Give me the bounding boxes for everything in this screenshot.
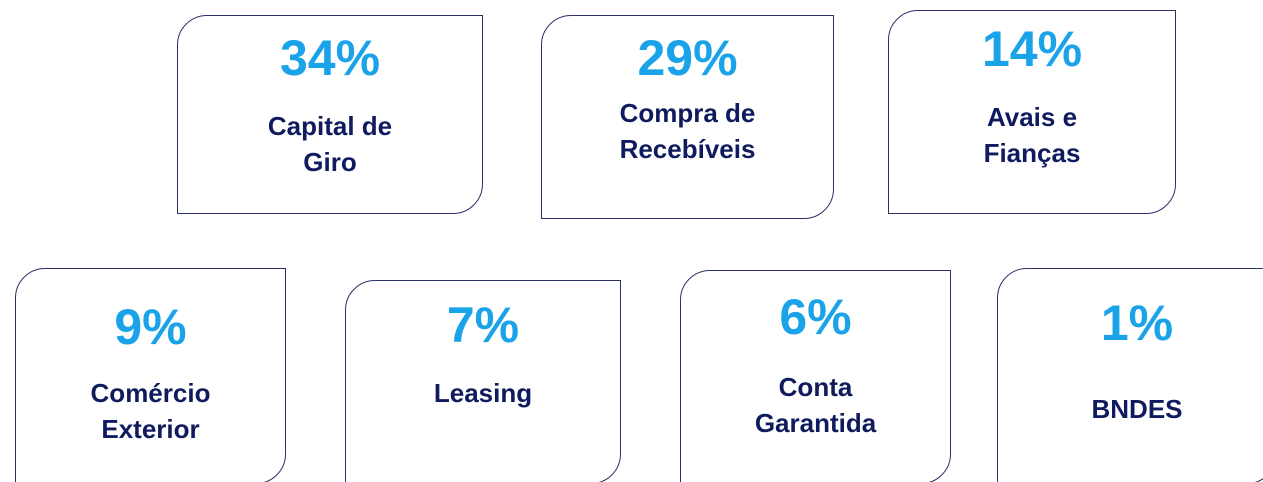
card: 1% BNDES — [997, 268, 1263, 482]
card-label: Avais e Fianças — [983, 102, 1081, 168]
card: 14% Avais e Fianças — [888, 10, 1176, 214]
card-value: 7% — [446, 297, 520, 353]
card-value: 29% — [637, 30, 738, 86]
card-value: 34% — [279, 30, 381, 86]
card: 6% Conta Garantida — [680, 270, 951, 482]
card: 34% Capital de Giro — [177, 15, 483, 214]
card-value: 1% — [1100, 295, 1174, 351]
card-value: 6% — [779, 289, 852, 345]
card-label: Capital de Giro — [267, 111, 393, 177]
card: 29% Compra de Recebíveis — [541, 15, 834, 219]
card-label: BNDES — [1091, 394, 1183, 424]
card: 9% Comércio Exterior — [15, 268, 286, 482]
card-label: Comércio Exterior — [90, 378, 211, 444]
card-label: Conta Garantida — [754, 372, 877, 438]
card-label: Leasing — [433, 378, 533, 408]
card: 7% Leasing — [345, 280, 621, 482]
card-label: Compra de Recebíveis — [619, 98, 756, 164]
card-value: 14% — [981, 21, 1083, 77]
card-value: 9% — [114, 299, 187, 355]
